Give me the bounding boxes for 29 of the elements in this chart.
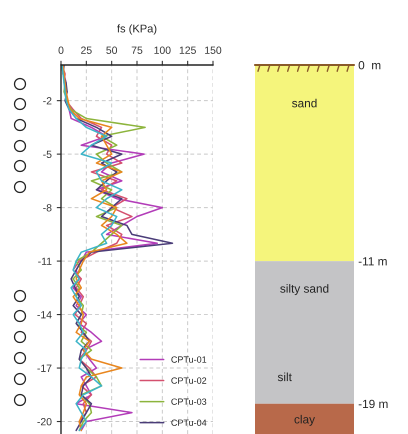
x-tick-label: 125	[180, 46, 196, 54]
legend-label: CPTu-04	[171, 420, 206, 426]
legend-label: CPTu-03	[171, 398, 206, 405]
y-tick-label: -14	[37, 311, 52, 318]
y-tick-label: -2	[43, 97, 52, 104]
y-tick-label: -8	[43, 204, 52, 212]
bar	[255, 261, 354, 404]
y-tick-label: -11 m	[358, 257, 387, 266]
legend-label: CPTu-01	[171, 356, 206, 363]
x-tick-label: 150	[205, 46, 222, 54]
bar	[255, 404, 354, 434]
y-tick-label: -20	[37, 418, 52, 426]
x-tick-label: 100	[154, 46, 171, 54]
x-axis-title: fs (KPa)	[117, 24, 156, 35]
y-tick-label: -17	[37, 364, 52, 372]
y-tick-label: -19 m	[358, 400, 388, 408]
y-tick-label: -11	[38, 258, 52, 265]
y-tick-label: 0 m	[358, 61, 380, 70]
x-tick-label: 25	[81, 46, 92, 54]
legend-label: CPTu-02	[171, 377, 206, 384]
series-label: clay	[294, 414, 315, 426]
y-tick-label: -5	[43, 150, 52, 158]
annotation: silt	[278, 372, 292, 382]
series-label: sand	[292, 98, 317, 108]
series-label: silty sand	[280, 284, 328, 296]
x-tick-label: 75	[132, 46, 142, 54]
x-tick-label: 0	[58, 46, 64, 54]
bar	[255, 65, 354, 262]
x-tick-label: 50	[106, 46, 118, 54]
